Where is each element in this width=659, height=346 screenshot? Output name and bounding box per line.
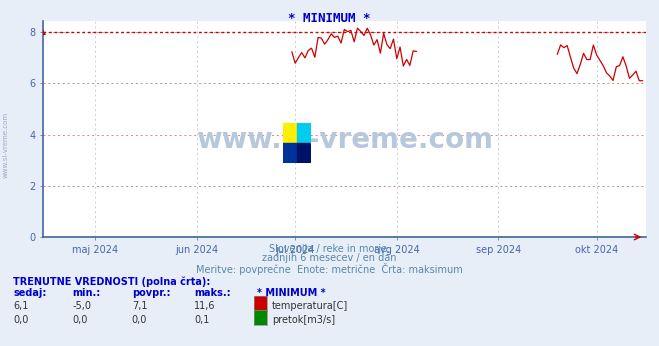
- Text: povpr.:: povpr.:: [132, 288, 170, 298]
- Text: pretok[m3/s]: pretok[m3/s]: [272, 315, 335, 325]
- Text: maks.:: maks.:: [194, 288, 231, 298]
- Polygon shape: [283, 123, 311, 143]
- Text: zadnjih 6 mesecev / en dan: zadnjih 6 mesecev / en dan: [262, 253, 397, 263]
- Text: min.:: min.:: [72, 288, 101, 298]
- Text: www.si-vreme.com: www.si-vreme.com: [196, 126, 493, 154]
- Text: 0,0: 0,0: [132, 315, 147, 325]
- Text: TRENUTNE VREDNOSTI (polna črta):: TRENUTNE VREDNOSTI (polna črta):: [13, 277, 211, 287]
- Polygon shape: [283, 123, 311, 143]
- Text: www.si-vreme.com: www.si-vreme.com: [2, 112, 9, 179]
- Text: 0,0: 0,0: [72, 315, 88, 325]
- Polygon shape: [297, 123, 311, 143]
- Bar: [283, 143, 297, 163]
- Text: 7,1: 7,1: [132, 301, 148, 311]
- Bar: [283, 123, 297, 143]
- Text: 0,0: 0,0: [13, 315, 28, 325]
- Bar: [297, 123, 311, 143]
- Text: -5,0: -5,0: [72, 301, 92, 311]
- Text: * MINIMUM *: * MINIMUM *: [257, 288, 326, 298]
- Text: Slovenija / reke in morje.: Slovenija / reke in morje.: [269, 244, 390, 254]
- Bar: [297, 143, 311, 163]
- Text: temperatura[C]: temperatura[C]: [272, 301, 349, 311]
- Text: Meritve: povprečne  Enote: metrične  Črta: maksimum: Meritve: povprečne Enote: metrične Črta:…: [196, 263, 463, 275]
- Text: 11,6: 11,6: [194, 301, 216, 311]
- Text: sedaj:: sedaj:: [13, 288, 47, 298]
- Text: * MINIMUM *: * MINIMUM *: [288, 12, 371, 25]
- Text: 0,1: 0,1: [194, 315, 210, 325]
- Text: 6,1: 6,1: [13, 301, 28, 311]
